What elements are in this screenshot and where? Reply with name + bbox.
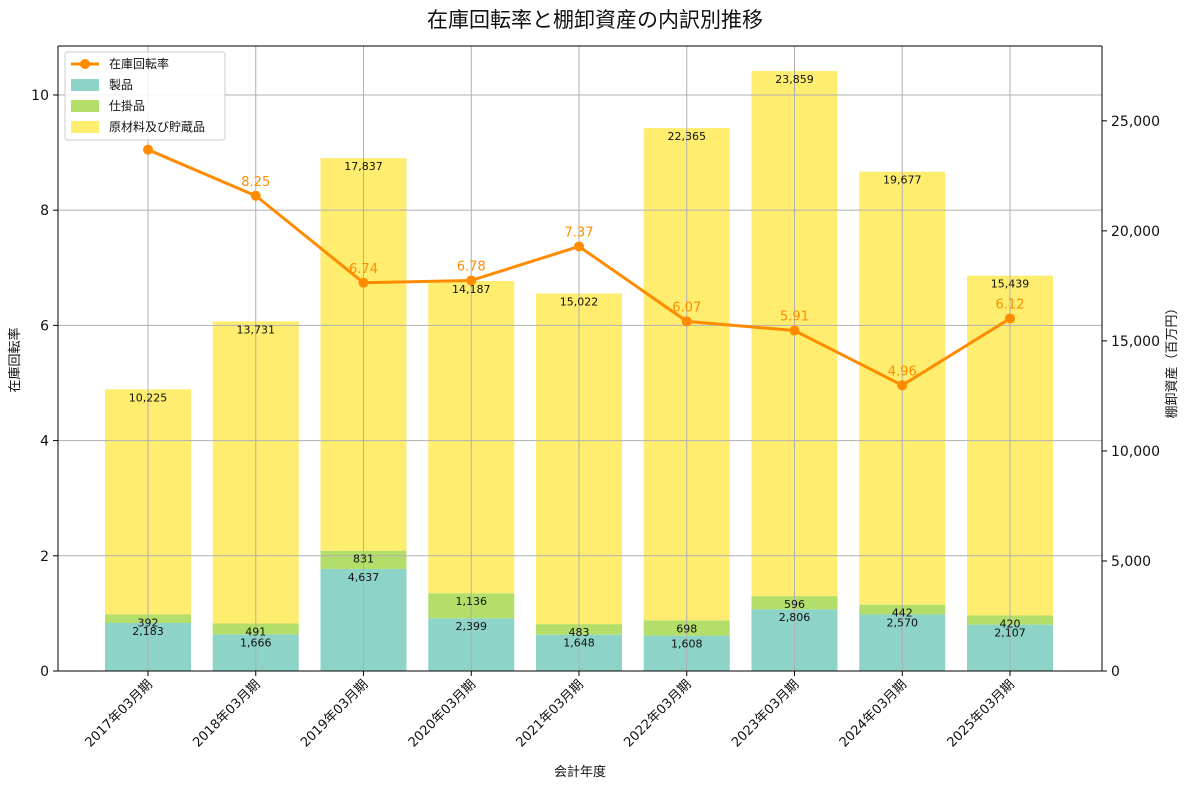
bar-label-3-4: 14,187	[452, 283, 491, 296]
legend-line-marker	[80, 59, 90, 69]
bar-label-3-1: 10,225	[129, 391, 168, 404]
y-left-tick-label-5: 8	[40, 203, 49, 219]
line-layer: 8.25 6.74 6.78 7.37 6.07 5.91 4.96 6.12	[143, 144, 1025, 391]
bar-label-2-3: 831	[353, 553, 374, 566]
rate-label-2: 8.25	[241, 175, 270, 190]
bar-label-2-9: 420	[1000, 617, 1021, 630]
bar-label-1-9: 2,107	[994, 627, 1026, 640]
bar-label-1-2: 1,666	[240, 636, 272, 649]
legend-box	[64, 51, 226, 141]
bar-label-1-6: 1,608	[671, 638, 703, 651]
bar-label-1-7: 2,806	[779, 611, 811, 624]
bar-label-1-3: 4,637	[348, 571, 380, 584]
x-tick-label-1: 2017年03月期	[83, 677, 156, 750]
legend-swatch-2	[71, 100, 99, 112]
rate-point-4	[466, 275, 477, 286]
bar-label-2-1: 392	[138, 616, 159, 629]
rate-label-5: 7.37	[565, 225, 594, 240]
bar-label-1-4: 2,399	[456, 620, 488, 633]
bar-label-3-3: 17,837	[344, 160, 383, 173]
bar-label-2-8: 442	[892, 607, 913, 620]
bar-label-2-4: 1,136	[456, 595, 488, 608]
rate-label-8: 4.96	[888, 364, 917, 379]
x-tick-label-3: 2019年03月期	[298, 677, 371, 750]
bar-label-1-5: 1,648	[563, 637, 595, 650]
bar-label-3-7: 23,859	[775, 73, 814, 86]
y-left-tick-label-2: 2	[40, 549, 49, 565]
bar-label-3-9: 15,439	[991, 278, 1030, 291]
y-axis-left-label: 在庫回転率	[7, 327, 23, 392]
x-axis-label: 会計年度	[554, 764, 606, 780]
rate-label-9: 6.12	[996, 297, 1025, 312]
bar-label-2-5: 483	[569, 626, 590, 639]
y-left-tick-label-6: 10	[31, 88, 49, 104]
bar-label-2-6: 698	[676, 622, 697, 635]
legend-swatch-1	[71, 79, 99, 91]
y-left-tick-label-4: 6	[40, 318, 49, 334]
legend-label-1: 製品	[109, 78, 133, 92]
bar-label-3-8: 19,677	[883, 174, 922, 187]
x-tick-label-7: 2023年03月期	[729, 677, 802, 750]
y-right-tick-label-1: 0	[1111, 664, 1120, 680]
legend-swatch-3	[71, 121, 99, 133]
rate-label-7: 5.91	[780, 310, 809, 325]
rate-point-9	[1005, 313, 1015, 324]
x-tick-label-2: 2018年03月期	[190, 677, 263, 750]
x-tick-label-9: 2025年03月期	[945, 677, 1018, 750]
bar-label-2-7: 596	[784, 598, 805, 611]
y-left-tick-label-3: 4	[40, 434, 49, 450]
bar-label-2-2: 491	[245, 626, 266, 639]
y-axis-right-label: 棚卸資産（百万円）	[1164, 301, 1180, 418]
rate-point-2	[250, 190, 261, 201]
rate-label-6: 6.07	[672, 300, 701, 315]
rate-label-3: 6.74	[349, 262, 378, 277]
rate-point-5	[574, 241, 584, 252]
bar-label-3-6: 22,365	[668, 130, 707, 143]
legend-label-rate: 在庫回転率	[109, 56, 169, 71]
rate-point-7	[789, 325, 800, 336]
bar-label-1-1: 2,183	[132, 625, 164, 638]
chart-title: 在庫回転率と棚卸資産の内訳別推移	[427, 8, 763, 32]
y-right-tick-label-4: 15,000	[1111, 334, 1160, 350]
y-right-tick-label-6: 25,000	[1111, 114, 1160, 130]
x-tick-label-8: 2024年03月期	[837, 677, 910, 750]
y-right-tick-label-5: 20,000	[1111, 224, 1160, 240]
rate-label-4: 6.78	[457, 259, 486, 274]
bar-label-1-8: 2,570	[887, 616, 919, 629]
rate-point-1	[143, 144, 153, 155]
y-right-tick-label-3: 10,000	[1111, 444, 1160, 460]
bar-label-3-5: 15,022	[560, 296, 599, 309]
bar-label-3-2: 13,731	[237, 323, 276, 336]
rate-point-6	[681, 316, 692, 327]
y-left-tick-label-1: 0	[40, 664, 49, 680]
legend-label-3: 原材料及び貯蔵品	[109, 120, 205, 134]
rate-point-8	[897, 380, 908, 391]
x-tick-label-4: 2020年03月期	[406, 677, 479, 750]
y-right-tick-label-2: 5,000	[1111, 554, 1151, 570]
x-tick-label-5: 2021年03月期	[514, 677, 587, 750]
rate-point-3	[358, 277, 369, 288]
legend-label-2: 仕掛品	[109, 98, 145, 113]
x-tick-label-6: 2022年03月期	[621, 677, 694, 750]
